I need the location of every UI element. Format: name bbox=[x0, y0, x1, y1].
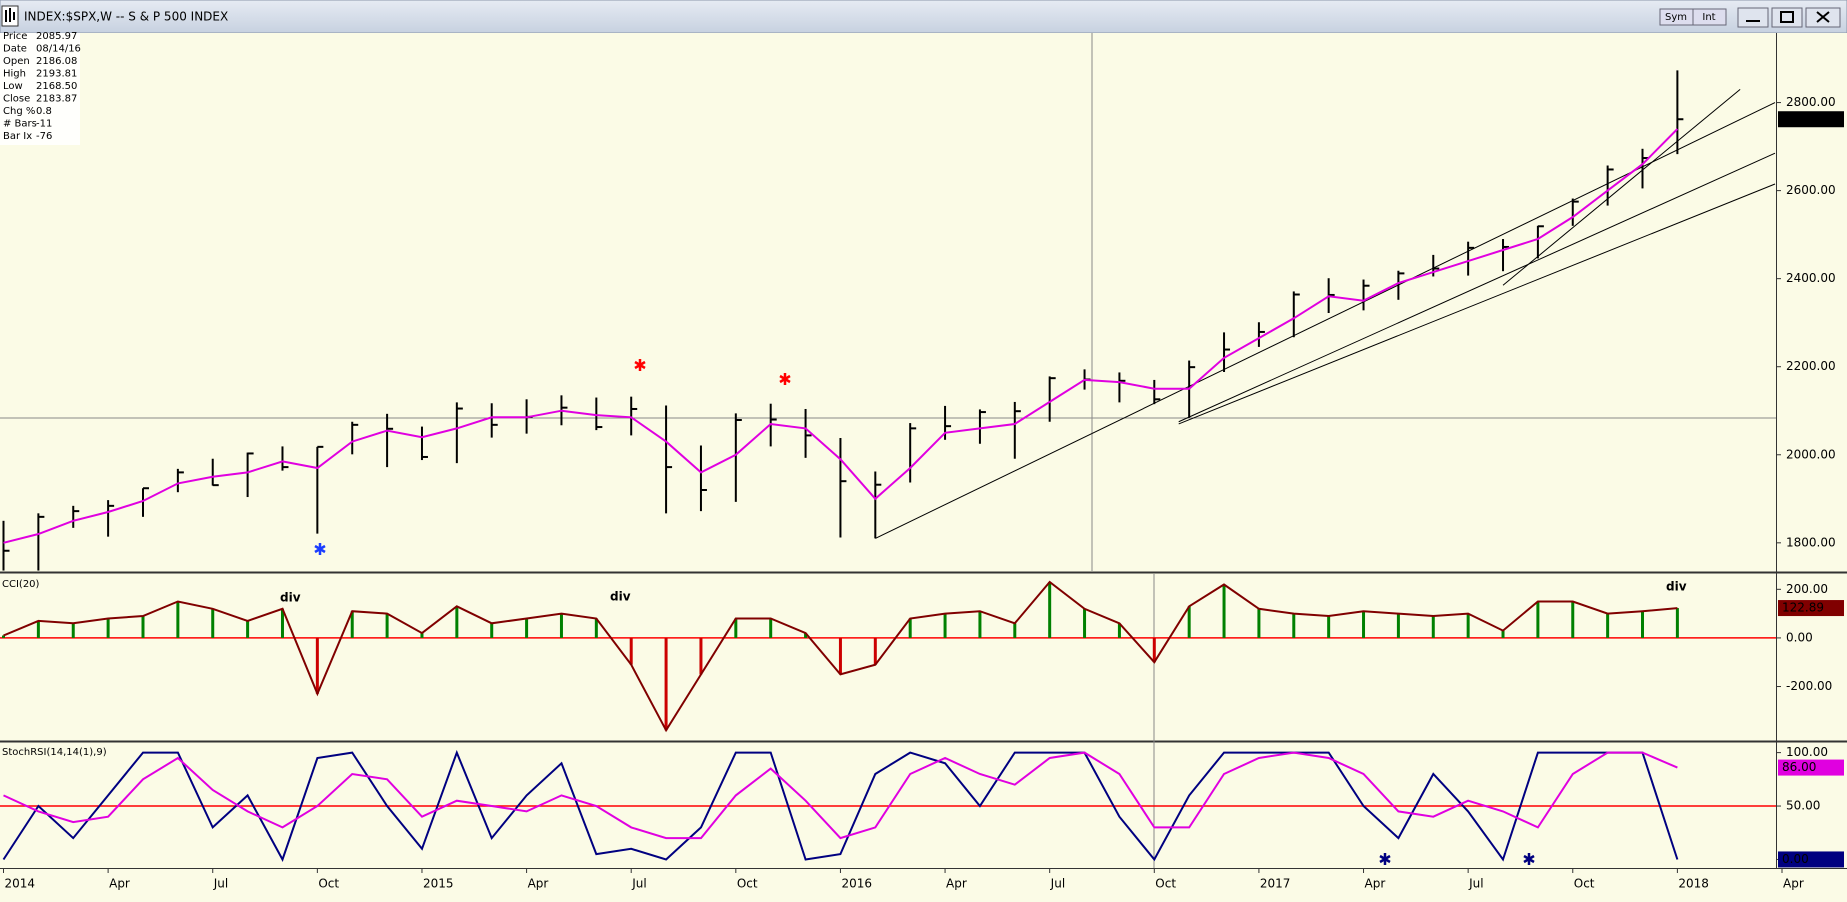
annotation: div bbox=[610, 590, 631, 604]
last-value-label: 86.00 bbox=[1782, 760, 1816, 774]
stars bbox=[314, 359, 1535, 865]
star-marker bbox=[1379, 853, 1391, 865]
maximize-button[interactable] bbox=[1771, 7, 1803, 28]
last-value-label: 2762.13 bbox=[1782, 112, 1832, 126]
y-tick-label: 2000.00 bbox=[1786, 447, 1836, 461]
app-icon-glyph bbox=[5, 8, 15, 22]
x-tick-label: 2018 bbox=[1678, 877, 1709, 891]
data-box-label: Chg % bbox=[3, 106, 35, 117]
series-line bbox=[3, 751, 1678, 840]
y-tick-label: 1800.00 bbox=[1786, 535, 1836, 549]
data-box-value: 2186.08 bbox=[36, 56, 77, 67]
trendline bbox=[1502, 88, 1741, 286]
plot-area bbox=[0, 749, 1776, 862]
data-box-label: Open bbox=[3, 56, 30, 67]
x-tick-label: Apr bbox=[528, 877, 549, 891]
y-tick-label: 2400.00 bbox=[1786, 271, 1836, 285]
trendline bbox=[1178, 152, 1776, 423]
data-box-label: Price bbox=[3, 31, 27, 42]
star-marker bbox=[634, 359, 646, 371]
panel: -200.00 0.00 200.00 122.89 bbox=[0, 580, 1844, 733]
x-tick-label: 2014 bbox=[5, 877, 36, 891]
maximize-glyph bbox=[1780, 11, 1794, 23]
data-box-value: -11 bbox=[36, 119, 52, 130]
moving-average bbox=[3, 128, 1679, 544]
x-tick-label: Jul bbox=[1050, 877, 1065, 891]
cci-line bbox=[3, 580, 1678, 733]
data-box bbox=[0, 33, 80, 145]
x-tick-label: Oct bbox=[1574, 877, 1595, 891]
minimize-button[interactable] bbox=[1737, 7, 1769, 28]
title-bar bbox=[0, 0, 1847, 34]
plot-area bbox=[2, 70, 1776, 571]
trendline bbox=[1178, 183, 1776, 425]
x-tick-label: Oct bbox=[318, 877, 339, 891]
data-box-value: -76 bbox=[36, 131, 52, 142]
window-title: INDEX:$SPX,W -- S & P 500 INDEX bbox=[24, 10, 228, 24]
y-tick-label: 50.00 bbox=[1786, 799, 1820, 813]
last-value-box bbox=[1778, 111, 1844, 128]
y-tick-label: 2800.00 bbox=[1786, 95, 1836, 109]
last-value-box bbox=[1778, 851, 1844, 868]
last-value-box bbox=[1778, 759, 1844, 776]
x-tick-label: Apr bbox=[109, 877, 130, 891]
data-box-rows: Price 2085.97 Date 08/14/16 Open 2186.08 High 2… bbox=[3, 31, 81, 142]
data-box-label: # Bars bbox=[3, 119, 37, 130]
data-box-value: 08/14/16 bbox=[36, 44, 81, 55]
x-tick-label: Oct bbox=[737, 877, 758, 891]
y-tick-label: 0.00 bbox=[1786, 630, 1813, 644]
int-button-label[interactable]: Int bbox=[1702, 12, 1715, 23]
annotation: div bbox=[1666, 580, 1687, 594]
x-tick-label: Jul bbox=[1468, 877, 1483, 891]
data-box-value: 2193.81 bbox=[36, 69, 77, 80]
data-box-value: 2168.50 bbox=[36, 81, 77, 92]
plot-area bbox=[0, 580, 1776, 733]
annotation: div bbox=[280, 591, 301, 605]
plot-layer: 1800.00 2000.00 2200.00 2400.00 2600.00 2800.… bbox=[0, 70, 1844, 891]
int-button[interactable] bbox=[1692, 8, 1727, 26]
data-box-label: Date bbox=[3, 44, 27, 55]
data-box-value: 0.8 bbox=[36, 106, 52, 117]
x-tick-label: Jul bbox=[213, 877, 228, 891]
y-tick-label: 2600.00 bbox=[1786, 183, 1836, 197]
x-tick-label: 2016 bbox=[841, 877, 872, 891]
trendline bbox=[875, 102, 1776, 539]
x-tick-label: 2015 bbox=[423, 877, 454, 891]
y-tick-label: 200.00 bbox=[1786, 582, 1828, 596]
x-tick-label: Apr bbox=[946, 877, 967, 891]
panel-title: StochRSI(14,14(1),9) bbox=[2, 747, 107, 758]
star-marker bbox=[1523, 853, 1535, 865]
sym-button-label[interactable]: Sym bbox=[1665, 12, 1687, 23]
y-tick-label: 100.00 bbox=[1786, 745, 1828, 759]
data-box-value: 2183.87 bbox=[36, 94, 77, 105]
last-value-box bbox=[1778, 600, 1844, 617]
star-marker bbox=[779, 373, 791, 385]
data-box-label: Close bbox=[3, 94, 30, 105]
x-tick-label: Jul bbox=[631, 877, 646, 891]
data-box-label: Low bbox=[3, 81, 23, 92]
x-tick-label: Oct bbox=[1155, 877, 1176, 891]
panel: 1800.00 2000.00 2200.00 2400.00 2600.00 2800.… bbox=[2, 70, 1844, 571]
last-value-label: 0.00 bbox=[1782, 852, 1809, 866]
x-tick-label: 2017 bbox=[1260, 877, 1291, 891]
star-marker bbox=[314, 543, 326, 555]
panel-title: CCI(20) bbox=[2, 579, 40, 590]
plot-background bbox=[0, 33, 1847, 902]
x-tick-label: Apr bbox=[1783, 877, 1804, 891]
data-box-label: Bar Ix bbox=[3, 131, 32, 142]
close-glyph bbox=[1816, 11, 1830, 23]
last-value-label: 122.89 bbox=[1782, 601, 1824, 615]
x-tick-label: Apr bbox=[1365, 877, 1386, 891]
y-tick-label: -200.00 bbox=[1786, 679, 1832, 693]
series-line bbox=[2, 749, 1679, 862]
data-box-label: High bbox=[3, 69, 26, 80]
data-box-value: 2085.97 bbox=[36, 31, 77, 42]
y-tick-label: 2200.00 bbox=[1786, 359, 1836, 373]
